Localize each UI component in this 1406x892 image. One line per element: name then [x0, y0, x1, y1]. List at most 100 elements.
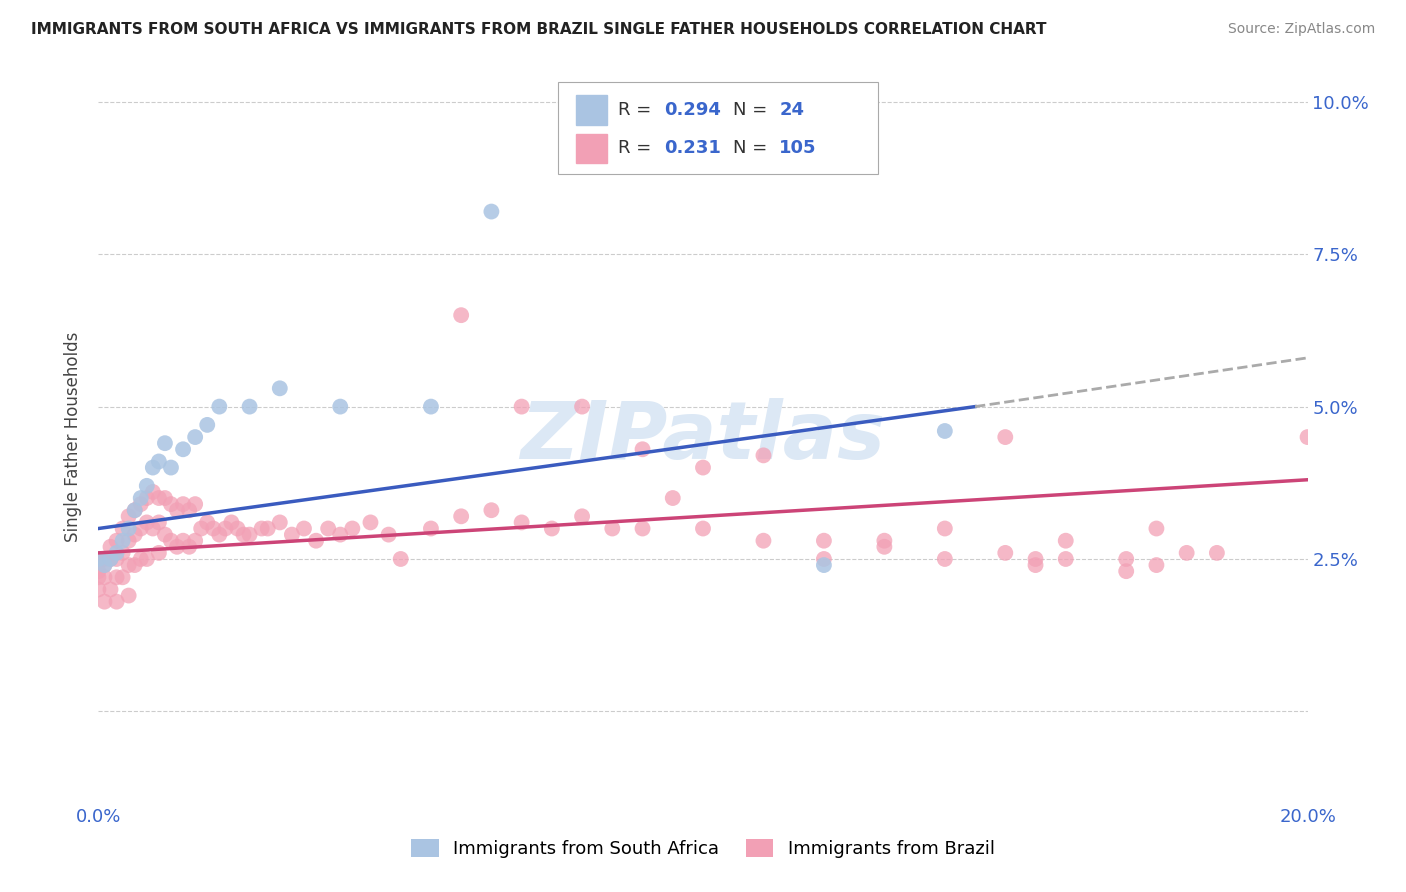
Point [934, 424, 956, 438]
Point [142, 460, 165, 475]
Point [450, 509, 472, 524]
Point [420, 400, 443, 414]
Point [1175, 546, 1198, 560]
Point [292, 521, 315, 535]
Point [142, 485, 165, 500]
Point [1024, 552, 1046, 566]
Point [1054, 552, 1077, 566]
Point [160, 460, 183, 475]
Y-axis label: Single Father Households: Single Father Households [65, 332, 83, 542]
Point [214, 521, 236, 535]
Point [105, 570, 128, 584]
Point [111, 533, 134, 548]
Point [184, 497, 207, 511]
Text: 0.294: 0.294 [664, 101, 721, 120]
Point [232, 527, 254, 541]
Point [813, 558, 835, 573]
Point [142, 521, 165, 535]
Point [87, 552, 110, 566]
Point [226, 521, 249, 535]
Point [208, 400, 231, 414]
Text: ZIPatlas: ZIPatlas [520, 398, 886, 476]
Point [510, 400, 533, 414]
Point [195, 417, 218, 432]
Point [239, 527, 262, 541]
Point [148, 516, 170, 530]
Point [208, 527, 231, 541]
Bar [576, 95, 607, 125]
Point [93, 558, 115, 573]
Point [571, 400, 593, 414]
Point [202, 521, 225, 535]
Point [250, 521, 273, 535]
Point [93, 594, 115, 608]
Point [305, 533, 328, 548]
Point [111, 570, 134, 584]
Point [692, 460, 714, 475]
Point [481, 503, 503, 517]
Point [93, 552, 115, 566]
Point [994, 546, 1017, 560]
Point [135, 516, 157, 530]
Point [813, 552, 835, 566]
Point [342, 521, 364, 535]
Point [129, 521, 152, 535]
Point [124, 503, 146, 517]
Point [135, 491, 157, 505]
Point [602, 521, 624, 535]
Point [87, 570, 110, 584]
Point [129, 497, 152, 511]
Point [994, 430, 1017, 444]
Point [111, 521, 134, 535]
Point [93, 558, 115, 573]
Point [118, 509, 141, 524]
Point [752, 448, 775, 462]
Point [195, 516, 218, 530]
Point [124, 503, 146, 517]
Point [510, 516, 533, 530]
Text: R =: R = [619, 101, 658, 120]
Point [269, 516, 291, 530]
Point [148, 454, 170, 468]
Point [1144, 521, 1167, 535]
Point [87, 564, 110, 578]
Point [166, 540, 188, 554]
Point [100, 540, 122, 554]
Point [153, 436, 176, 450]
Point [153, 527, 176, 541]
Point [239, 400, 262, 414]
Point [190, 521, 212, 535]
Point [1115, 564, 1137, 578]
Point [105, 552, 128, 566]
Point [166, 503, 188, 517]
Point [329, 400, 352, 414]
Point [172, 442, 194, 457]
Point [1296, 430, 1319, 444]
Text: N =: N = [734, 101, 773, 120]
Point [631, 521, 654, 535]
Point [873, 533, 896, 548]
Point [105, 533, 128, 548]
Point [1054, 533, 1077, 548]
Point [184, 430, 207, 444]
Point [813, 533, 835, 548]
Point [1206, 546, 1229, 560]
Point [148, 546, 170, 560]
Point [160, 497, 183, 511]
Point [1144, 558, 1167, 573]
Point [450, 308, 472, 322]
Text: IMMIGRANTS FROM SOUTH AFRICA VS IMMIGRANTS FROM BRAZIL SINGLE FATHER HOUSEHOLDS : IMMIGRANTS FROM SOUTH AFRICA VS IMMIGRAN… [31, 22, 1046, 37]
Point [540, 521, 562, 535]
Point [184, 533, 207, 548]
Legend: Immigrants from South Africa, Immigrants from Brazil: Immigrants from South Africa, Immigrants… [402, 830, 1004, 867]
Bar [576, 134, 607, 163]
Point [420, 521, 443, 535]
Text: R =: R = [619, 139, 658, 157]
Point [1115, 552, 1137, 566]
Point [172, 497, 194, 511]
Point [118, 521, 141, 535]
Point [269, 381, 291, 395]
Point [1024, 558, 1046, 573]
Text: 0.231: 0.231 [664, 139, 721, 157]
Point [135, 479, 157, 493]
